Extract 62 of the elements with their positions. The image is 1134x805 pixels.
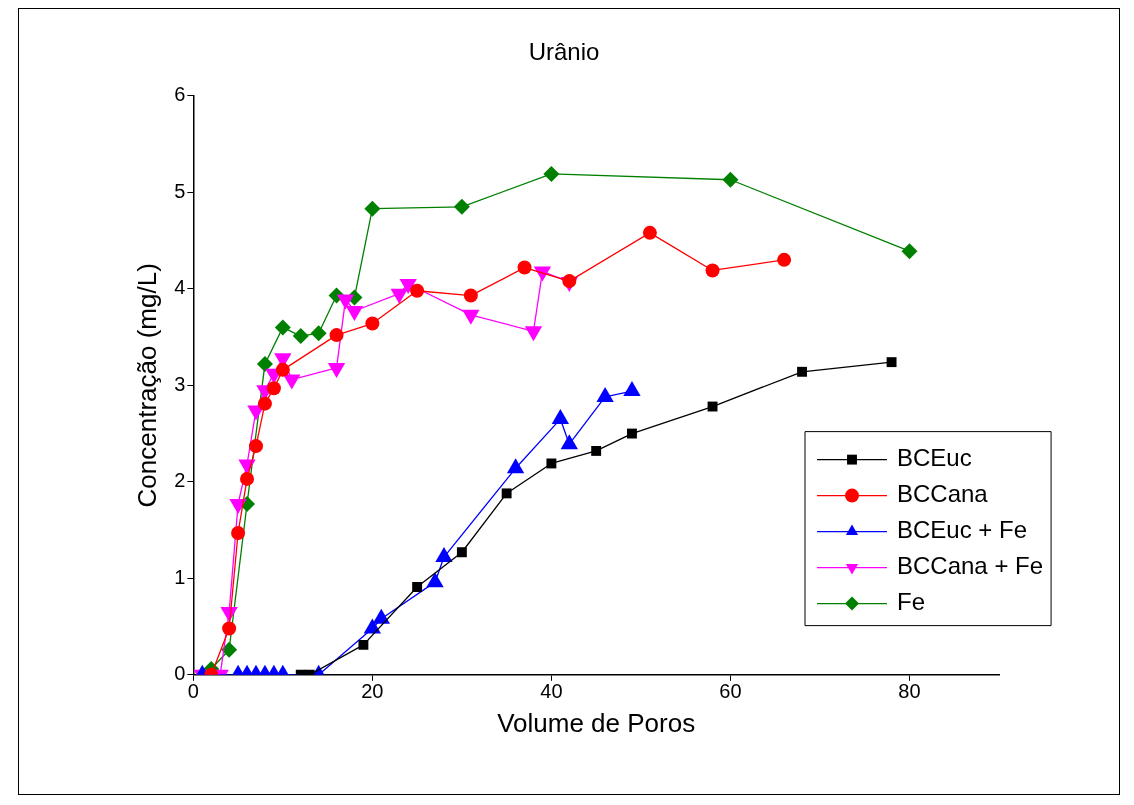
y-tick-label: 0 [174,662,186,685]
point [310,325,327,342]
point [256,356,273,373]
point [506,458,525,474]
point [399,278,417,294]
point [266,381,281,396]
x-tick-label: 60 [719,680,742,703]
point [365,316,380,331]
y-tick-label: 1 [174,565,186,588]
point [546,458,557,469]
legend-label: BCCana [897,480,989,508]
point [412,582,423,592]
point [231,525,246,540]
point [372,608,390,624]
chart-title: Urânio [528,38,600,66]
point [562,274,577,289]
point [623,381,641,397]
point [517,260,532,275]
point [221,641,238,658]
point [292,328,309,345]
point [501,488,512,499]
y-axis-title: Concentração (mg/L) [131,263,162,508]
x-tick-label: 20 [361,680,384,703]
point [426,572,444,588]
point [453,198,470,215]
y-tick-label: 6 [174,83,186,106]
point [642,225,657,240]
point [329,328,344,343]
point [274,319,291,336]
y-tick-label: 3 [174,372,186,395]
x-tick-label: 40 [540,680,563,703]
point [797,366,808,377]
point [551,409,570,425]
point [456,547,467,558]
legend-label: BCEuc [897,444,972,472]
x-tick-label: 80 [898,680,921,703]
point [410,283,425,298]
point [463,288,478,303]
y-tick-label: 5 [174,179,186,202]
legend-label: BCEuc + Fe [897,516,1028,544]
y-tick-label: 4 [174,276,186,299]
point [358,639,369,650]
x-axis-title: Volume de Poros [497,707,696,738]
point [777,252,792,267]
point [240,471,255,486]
point [275,362,290,377]
point [886,357,897,368]
point [705,263,720,278]
point [364,200,381,217]
point [722,171,739,188]
legend-label: Fe [897,588,926,616]
point [257,396,272,411]
point [435,547,453,563]
point [591,445,602,456]
point [627,428,637,439]
point [543,165,560,182]
legend-label: BCCana + Fe [897,552,1044,580]
point [560,434,578,450]
point [901,243,918,260]
y-tick-label: 2 [174,469,186,492]
point [248,439,263,454]
point [222,621,237,636]
